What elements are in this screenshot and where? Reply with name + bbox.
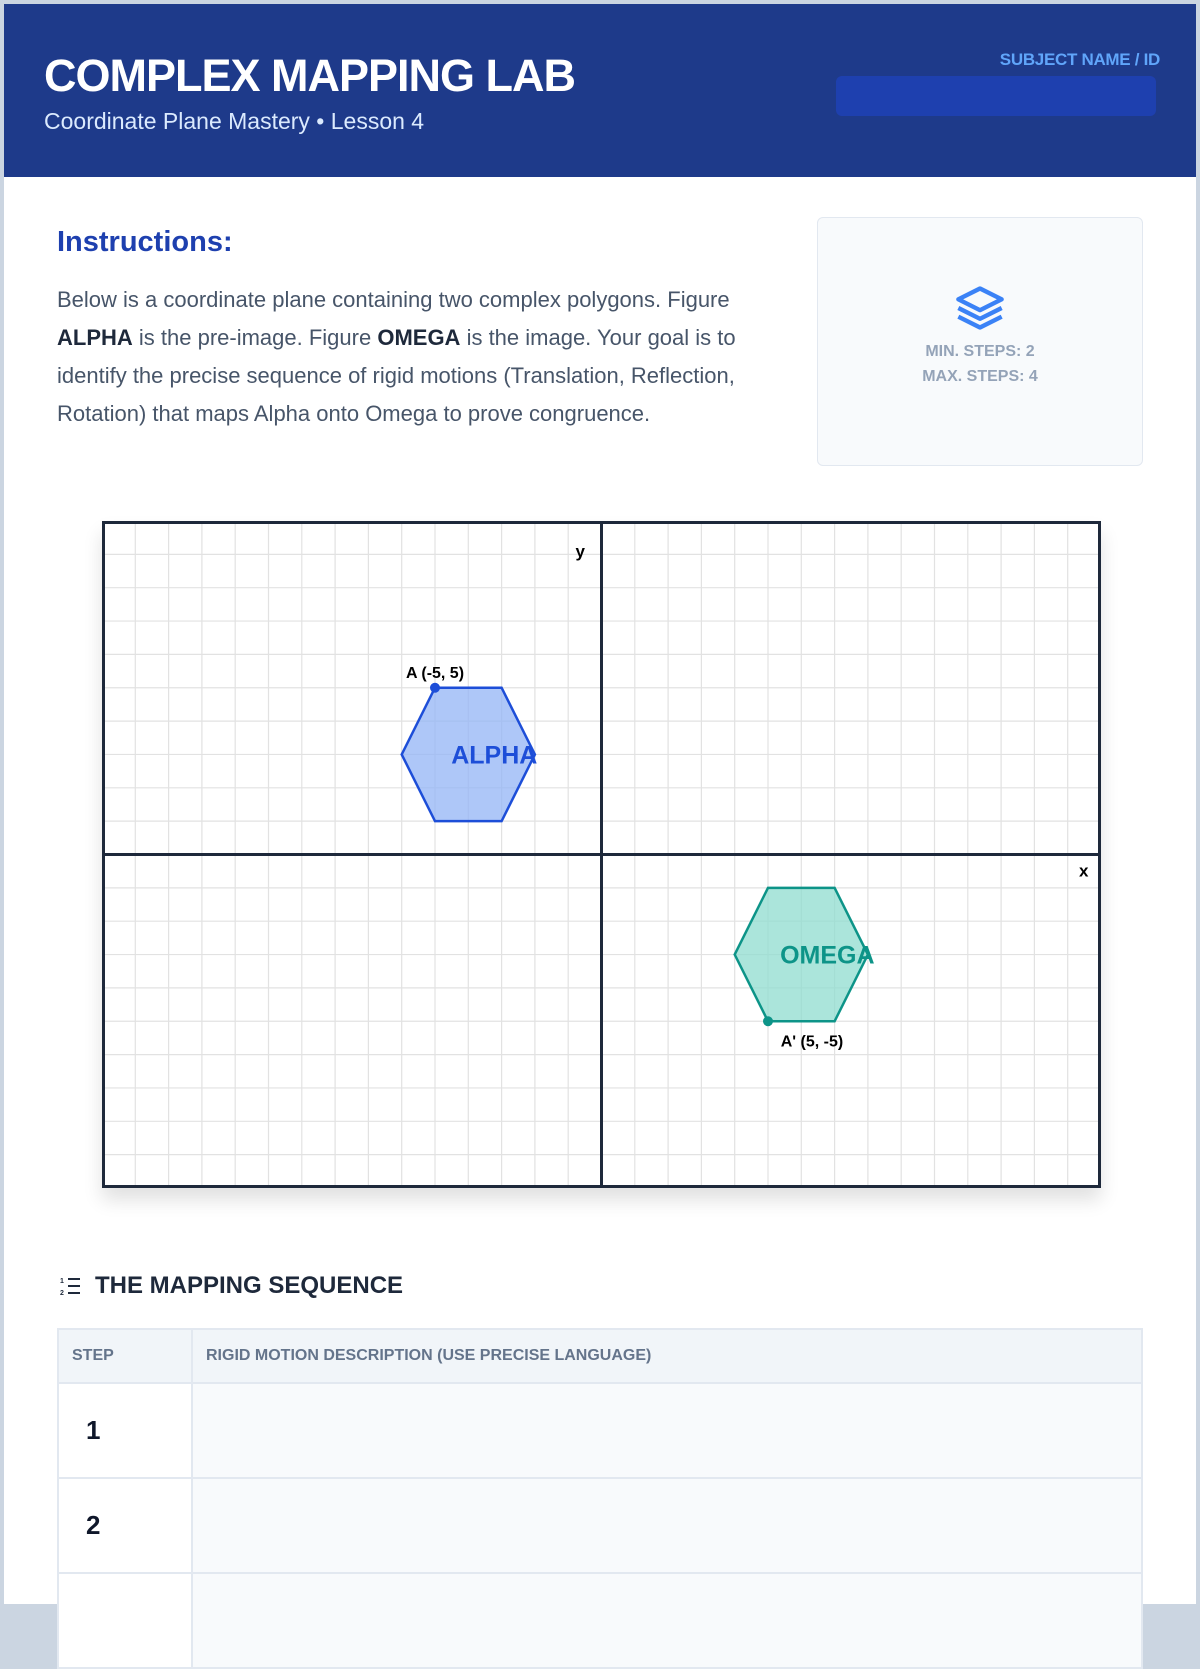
omega-name: OMEGA — [377, 325, 461, 350]
y-axis-label: y — [576, 542, 586, 561]
layers-icon — [956, 286, 1004, 330]
omega-vertex-point — [763, 1016, 773, 1027]
instructions-heading: Instructions: — [57, 226, 233, 258]
table-row: 1 — [57, 1382, 1143, 1479]
subject-input[interactable] — [836, 76, 1156, 116]
table-header: STEP RIGID MOTION DESCRIPTION (USE PRECIS… — [57, 1328, 1143, 1384]
step-number: 1 — [57, 1382, 193, 1479]
header: COMPLEX MAPPING LAB Coordinate Plane Mas… — [4, 4, 1196, 177]
step-description-input[interactable] — [191, 1572, 1143, 1669]
omega-label: OMEGA — [780, 942, 874, 970]
col-description: RIGID MOTION DESCRIPTION (USE PRECISE LA… — [191, 1328, 1143, 1384]
text: is the pre-image. Figure — [132, 325, 378, 350]
ordered-list-icon: 12 — [60, 1278, 80, 1297]
page-subtitle: Coordinate Plane Mastery • Lesson 4 — [44, 108, 425, 134]
worksheet: COMPLEX MAPPING LAB Coordinate Plane Mas… — [4, 4, 1196, 1669]
sequence-table: STEP RIGID MOTION DESCRIPTION (USE PRECIS… — [57, 1328, 1143, 1669]
max-steps: MAX. STEPS: 4 — [922, 368, 1038, 385]
sequence-title: THE MAPPING SEQUENCE — [95, 1272, 404, 1299]
col-step: STEP — [57, 1328, 193, 1384]
instructions-text: Below is a coordinate plane containing t… — [57, 281, 777, 433]
omega-polygon — [733, 886, 870, 1023]
alpha-polygon — [400, 686, 537, 823]
omega-point-label: A' (5, -5) — [781, 1033, 843, 1050]
step-description-input[interactable] — [191, 1382, 1143, 1479]
x-axis-label: x — [1079, 862, 1089, 881]
svg-text:1: 1 — [60, 1278, 64, 1285]
svg-text:2: 2 — [60, 1290, 64, 1297]
alpha-name: ALPHA — [57, 325, 133, 350]
text: is the image. Your goal is to identify t… — [57, 325, 736, 426]
text: Below is a coordinate plane containing t… — [57, 287, 730, 312]
coordinate-plane: x y ALPHA A (-5, 5) OMEGA A' (5, -5) — [102, 521, 1101, 1188]
alpha-point-label: A (-5, 5) — [406, 665, 464, 682]
alpha-vertex-point — [430, 682, 440, 693]
min-steps: MIN. STEPS: 2 — [925, 343, 1035, 360]
plane-border — [102, 521, 1101, 1188]
step-number: 2 — [57, 1477, 193, 1574]
steps-info-card: MIN. STEPS: 2 MAX. STEPS: 4 — [817, 217, 1143, 466]
step-number — [57, 1572, 193, 1669]
step-description-input[interactable] — [191, 1477, 1143, 1574]
table-row — [57, 1572, 1143, 1669]
table-row: 2 — [57, 1477, 1143, 1574]
alpha-label: ALPHA — [451, 741, 537, 769]
page-title: COMPLEX MAPPING LAB — [44, 50, 576, 101]
subject-label: SUBJECT NAME / ID — [999, 50, 1161, 69]
